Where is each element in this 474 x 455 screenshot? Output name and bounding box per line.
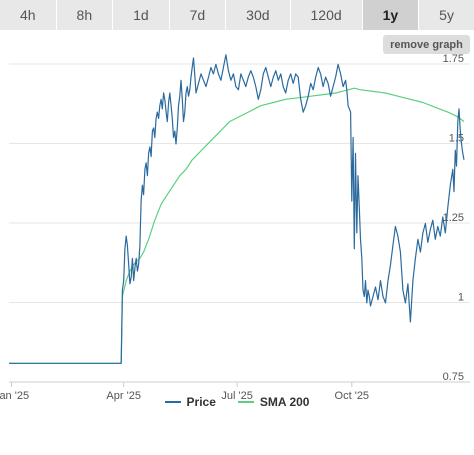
y-tick-label: 1.25 bbox=[443, 212, 464, 224]
y-tick-label: 1 bbox=[458, 292, 464, 304]
sma-200-series-line bbox=[9, 87, 465, 364]
tab-120d[interactable]: 120d bbox=[290, 0, 363, 30]
legend-swatch-sma bbox=[237, 401, 254, 403]
y-tick-label: 0.75 bbox=[443, 371, 464, 383]
price-series-line bbox=[9, 54, 465, 364]
tab-1d[interactable]: 1d bbox=[113, 0, 170, 30]
tab-30d[interactable]: 30d bbox=[226, 0, 291, 30]
x-tick-label: Jan '25 bbox=[0, 390, 29, 402]
remove-graph-button[interactable]: remove graph bbox=[383, 35, 470, 54]
y-tick-label: 1.75 bbox=[443, 53, 464, 65]
tab-7d[interactable]: 7d bbox=[169, 0, 227, 30]
tab-5y[interactable]: 5y bbox=[419, 0, 474, 30]
chart-legend: Price SMA 200 bbox=[0, 392, 474, 412]
tab-1y[interactable]: 1y bbox=[362, 0, 420, 30]
legend-item-price[interactable]: Price bbox=[164, 395, 216, 409]
x-tick-label: Jul '25 bbox=[221, 390, 252, 402]
legend-label-price: Price bbox=[186, 395, 216, 409]
tab-4h[interactable]: 4h bbox=[0, 0, 57, 30]
time-range-tabs: 4h 8h 1d 7d 30d 120d 1y 5y bbox=[0, 0, 474, 30]
x-tick-label: Apr '25 bbox=[106, 390, 141, 402]
legend-item-sma[interactable]: SMA 200 bbox=[237, 395, 310, 409]
legend-swatch-price bbox=[164, 401, 181, 403]
tab-8h[interactable]: 8h bbox=[56, 0, 114, 30]
legend-label-sma: SMA 200 bbox=[259, 395, 310, 409]
x-tick-label: Oct '25 bbox=[335, 390, 370, 402]
